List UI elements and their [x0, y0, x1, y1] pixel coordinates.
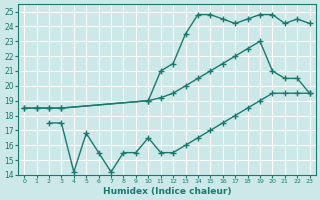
- X-axis label: Humidex (Indice chaleur): Humidex (Indice chaleur): [103, 187, 231, 196]
